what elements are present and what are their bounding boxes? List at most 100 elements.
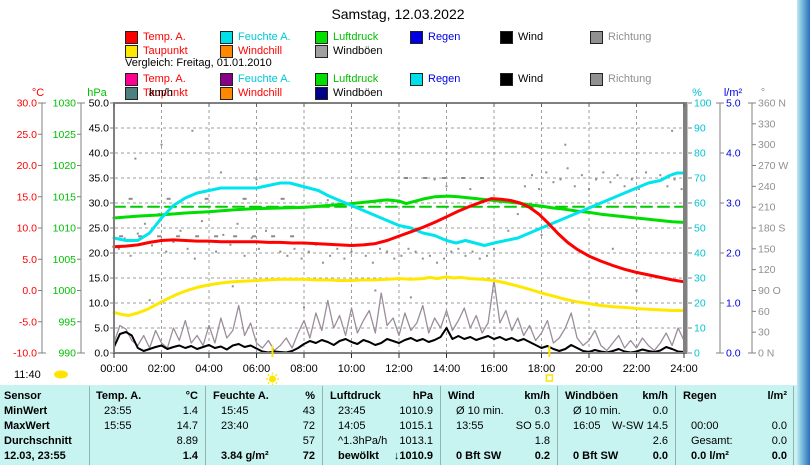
svg-text:l/m²: l/m² xyxy=(724,87,743,99)
svg-text:1000: 1000 xyxy=(53,285,77,297)
svg-text:1030: 1030 xyxy=(53,98,77,110)
table-header-unit: l/m² xyxy=(767,390,787,402)
legend-swatch xyxy=(125,44,138,58)
svg-text:80: 80 xyxy=(694,148,706,160)
table-cell-value: 43 xyxy=(302,405,315,417)
table-cell-value: 72 xyxy=(302,420,315,432)
table-cell-value: 1010.9 xyxy=(399,405,433,417)
table-cell-left: Ø 10 min. xyxy=(456,405,504,417)
svg-text:60: 60 xyxy=(758,306,770,318)
svg-text:km/h: km/h xyxy=(149,87,173,99)
table-cell-value: W-SW 14.5 xyxy=(611,420,668,432)
legend-item-wind-vergleich: Wind xyxy=(500,72,543,86)
svg-text:°C: °C xyxy=(32,87,44,99)
svg-text:12:00: 12:00 xyxy=(385,363,413,375)
svg-text:70: 70 xyxy=(694,173,706,185)
svg-text:30: 30 xyxy=(694,273,706,285)
svg-text:150: 150 xyxy=(758,243,776,255)
legend-label: Temp. A. xyxy=(143,73,186,85)
svg-text:40: 40 xyxy=(694,248,706,260)
series-windb-en-line xyxy=(113,279,685,352)
table-header-regen: Regen xyxy=(683,390,717,402)
table-cell-left: 16:05 xyxy=(573,420,601,432)
table-cell-left: 23:45 xyxy=(338,405,366,417)
table-header-unit: km/h xyxy=(524,390,550,402)
svg-text:1020: 1020 xyxy=(53,160,77,172)
legend-label: Regen xyxy=(428,73,461,85)
svg-text:10: 10 xyxy=(694,323,706,335)
svg-text:16:00: 16:00 xyxy=(480,363,508,375)
svg-text:0.0: 0.0 xyxy=(726,348,741,360)
table-cell-value: 0.0 xyxy=(771,450,787,462)
svg-text:120: 120 xyxy=(758,264,776,276)
sunrise-sun-icon xyxy=(268,375,276,383)
svg-text:5.0: 5.0 xyxy=(22,254,37,266)
legend-item-richtung-vergleich: Richtung xyxy=(590,72,651,86)
svg-text:20:00: 20:00 xyxy=(575,363,603,375)
legend-label: Temp. A. xyxy=(143,31,186,43)
table-cell-left: 15:55 xyxy=(104,420,132,432)
svg-text:2.0: 2.0 xyxy=(726,248,741,260)
legend-item-regen-vergleich: Regen xyxy=(410,72,461,86)
svg-text:1005: 1005 xyxy=(53,254,77,266)
table-cell-left: bewölkt xyxy=(338,450,379,462)
table-cell-value: 0.0 xyxy=(652,405,668,417)
table-cell-left: 14:05 xyxy=(338,420,366,432)
table-row-label-12-03-23-55: 12.03, 23:55 xyxy=(4,450,66,462)
legend-label: Windchill xyxy=(238,87,283,99)
axis-l-m: 5.0 4.0 3.0 2.0 1.0 0.0 l/m² xyxy=(716,87,742,360)
table-cell-left: 23:55 xyxy=(104,405,132,417)
table-cell-value: 1.8 xyxy=(534,435,550,447)
legend-swatch xyxy=(315,30,328,44)
legend-item-windb-en: Windböen xyxy=(315,44,383,58)
table-row-label-durchschnitt: Durchschnitt xyxy=(4,435,72,447)
table-header-unit: % xyxy=(305,390,315,402)
axis-c: 30.0 25.0 20.0 15.0 10.0 5.0 0.0 -5.0 -10.0 °C xyxy=(13,87,46,360)
legend-label: Luftdruck xyxy=(333,31,379,43)
table-cell-value: ↓1010.9 xyxy=(393,450,433,462)
svg-text:90 O: 90 O xyxy=(758,285,781,297)
legend-label: Taupunkt xyxy=(143,87,188,99)
table-cell-value: 0.0 xyxy=(771,435,787,447)
legend-swatch xyxy=(590,72,603,86)
x-axis: 00:00 02:00 04:00 06:00 08:00 10:00 12:00 14:00… xyxy=(100,103,698,375)
svg-text:1010: 1010 xyxy=(53,223,77,235)
window-edge xyxy=(797,0,810,465)
svg-text:5.0: 5.0 xyxy=(726,98,741,110)
table-header-wind: Wind xyxy=(448,390,475,402)
legend-item-feuchte-a: Feuchte A. xyxy=(220,30,291,44)
svg-text:%: % xyxy=(692,87,702,99)
legend-swatch xyxy=(590,30,603,44)
svg-text:50: 50 xyxy=(694,223,706,235)
table-header-temp-a: Temp. A. xyxy=(96,390,142,402)
table-separator xyxy=(793,386,794,465)
table-row-label-maxwert: MaxWert xyxy=(4,420,50,432)
legend-item-windchill-vergleich: Windchill xyxy=(220,86,283,100)
series-richtung-vergleich-dots xyxy=(119,177,485,238)
table-cell-left: Gesamt: xyxy=(691,435,733,447)
svg-text:35.0: 35.0 xyxy=(89,173,110,185)
legend-swatch xyxy=(125,72,138,86)
svg-text:180 S: 180 S xyxy=(758,223,785,235)
legend-label: Regen xyxy=(428,31,461,43)
legend-swatch xyxy=(220,72,233,86)
svg-text:30.0: 30.0 xyxy=(17,98,38,110)
table-header-unit: hPa xyxy=(412,390,433,402)
svg-text:0: 0 xyxy=(694,348,700,360)
table-header-unit: °C xyxy=(185,390,198,402)
chart-plot[interactable]: 30.025.020.015.010.05.00.0-5.0-10.0°C103… xyxy=(0,0,797,387)
legend-swatch xyxy=(500,72,513,86)
svg-text:15.0: 15.0 xyxy=(89,273,110,285)
legend-item-wind: Wind xyxy=(500,30,543,44)
svg-text:04:00: 04:00 xyxy=(195,363,223,375)
table-cell-left: 15:45 xyxy=(221,405,249,417)
svg-text:990: 990 xyxy=(58,348,76,360)
table-cell-value: 1015.1 xyxy=(399,420,433,432)
legend-swatch xyxy=(315,44,328,58)
svg-text:1.0: 1.0 xyxy=(726,298,741,310)
table-separator xyxy=(440,386,441,465)
grid xyxy=(115,104,683,352)
svg-text:1025: 1025 xyxy=(53,129,77,141)
table-cell-left: 3.84 g/m² xyxy=(221,450,269,462)
